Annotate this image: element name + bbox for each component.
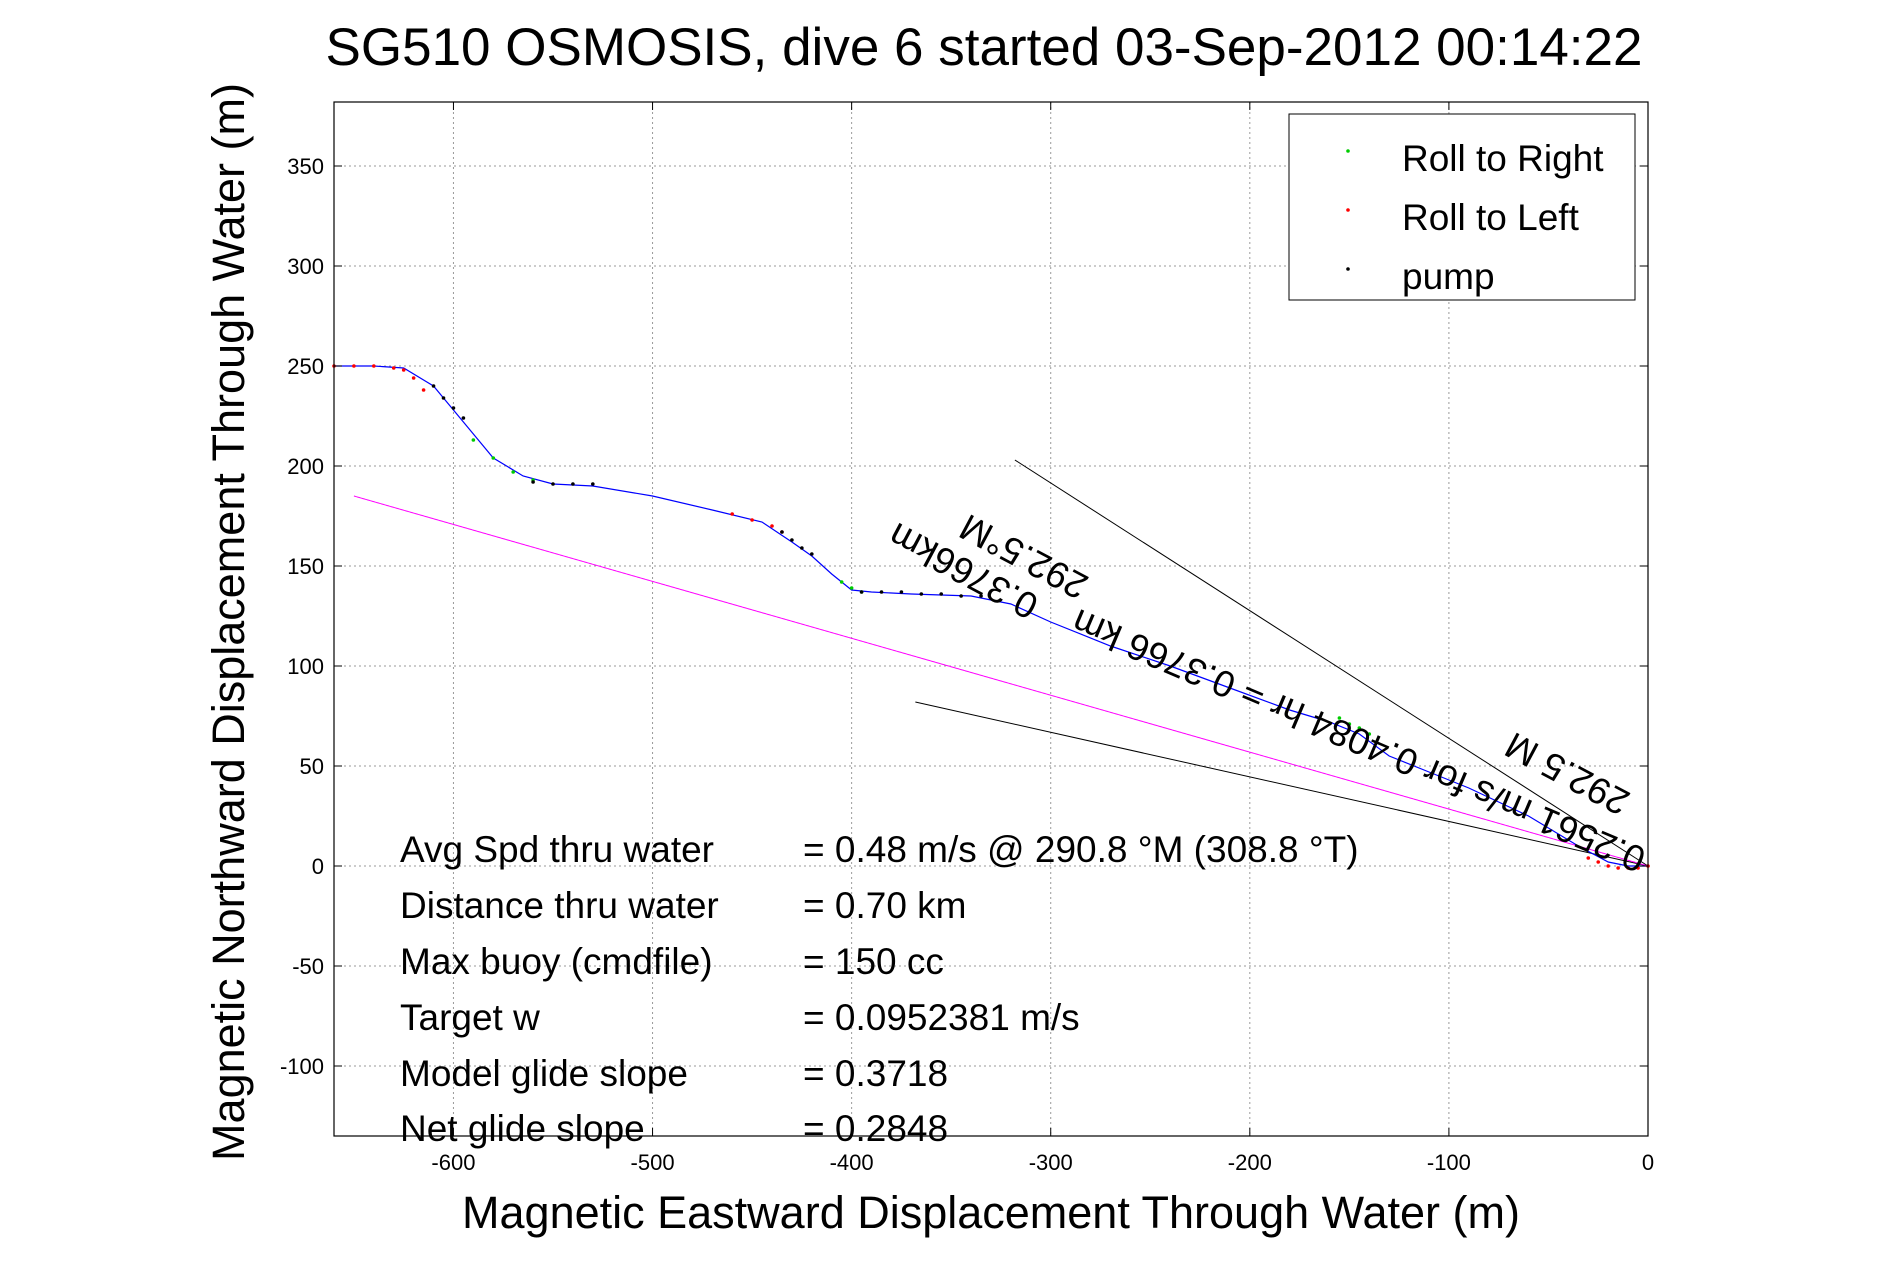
x-tick-label: -400 [830, 1150, 874, 1175]
stat-value-max-buoy: = 150 cc [803, 941, 944, 982]
y-axis-title: Magnetic Northward Displacement Through … [203, 83, 254, 1161]
roll-left-marker [770, 524, 774, 528]
roll-right-marker [839, 580, 844, 584]
legend-marker-roll-right [1346, 149, 1350, 153]
pump-marker [780, 530, 784, 534]
dive-stats: Avg Spd thru water = 0.48 m/s @ 290.8 °M… [400, 829, 1359, 1149]
stat-value-avg-speed: = 0.48 m/s @ 290.8 °M (308.8 °T) [803, 829, 1359, 870]
pump-marker [451, 406, 456, 410]
axis-ticks: -600 -500 -400 -300 -200 -100 0-100-5005010015… [280, 102, 1654, 1175]
roll-left-marker [1636, 866, 1640, 870]
stat-value-net-glide: = 0.2848 [803, 1108, 948, 1149]
pump-marker [591, 482, 595, 486]
x-tick-label: 0 [1642, 1150, 1654, 1175]
y-tick-label: 100 [287, 654, 324, 679]
roll-left-marker [730, 512, 734, 516]
x-tick-label: -200 [1228, 1150, 1272, 1175]
roll-left-marker [391, 366, 396, 370]
x-tick-label: -100 [1427, 1150, 1471, 1175]
x-tick-label: -300 [1029, 1150, 1073, 1175]
heading-line [915, 701, 1649, 867]
pump-marker [919, 592, 924, 596]
roll-right-marker [1367, 732, 1372, 736]
roll-left-marker [1606, 864, 1610, 868]
legend-label-roll-right: Roll to Right [1402, 138, 1604, 179]
stat-label-model-glide: Model glide slope [400, 1053, 688, 1094]
roll-right-marker [849, 586, 854, 590]
y-tick-label: -50 [292, 954, 324, 979]
pump-marker [571, 482, 575, 486]
roll-right-marker [1357, 726, 1362, 730]
pump-marker [461, 416, 466, 420]
y-tick-label: 300 [287, 254, 324, 279]
pump-marker [859, 590, 864, 594]
roll-right-marker [1337, 716, 1342, 720]
stat-label-distance: Distance thru water [400, 885, 719, 926]
pump-marker [531, 480, 535, 484]
roll-left-marker [372, 364, 376, 368]
stat-label-net-glide: Net glide slope [400, 1108, 645, 1149]
x-tick-label: -600 [431, 1150, 475, 1175]
x-tick-label: -500 [631, 1150, 675, 1175]
stat-label-target-w: Target w [400, 997, 540, 1038]
roll-right-marker [1347, 722, 1352, 726]
pump-marker [431, 384, 436, 388]
chart-title: SG510 OSMOSIS, dive 6 started 03-Sep-201… [326, 18, 1643, 77]
roll-left-marker [352, 364, 356, 368]
plot-area-border [333, 101, 1649, 1137]
legend-marker-pump [1346, 267, 1350, 271]
data-markers [332, 364, 1650, 870]
pump-marker [810, 552, 814, 556]
y-tick-label: -100 [280, 1054, 324, 1079]
roll-left-marker [1626, 866, 1630, 870]
x-axis-title: Magnetic Eastward Displacement Through W… [462, 1187, 1520, 1238]
roll-left-marker [1596, 860, 1601, 864]
legend-marker-roll-left [1346, 208, 1350, 212]
pump-marker [551, 482, 555, 486]
roll-right-marker [471, 438, 476, 442]
pump-marker [879, 590, 884, 594]
stat-label-max-buoy: Max buoy (cmdfile) [400, 941, 713, 982]
y-tick-label: 50 [300, 754, 324, 779]
pump-marker [979, 594, 983, 598]
pump-marker [959, 594, 963, 598]
pump-marker [441, 396, 446, 400]
roll-left-marker [1616, 866, 1620, 870]
y-tick-label: 0 [312, 854, 324, 879]
pump-marker [939, 592, 944, 596]
rhumb-line [353, 495, 1649, 867]
y-tick-label: 350 [287, 154, 324, 179]
stat-value-distance: = 0.70 km [803, 885, 967, 926]
roll-left-marker [1586, 856, 1591, 860]
stat-value-model-glide: = 0.3718 [803, 1053, 948, 1094]
y-tick-label: 150 [287, 554, 324, 579]
pump-marker [800, 546, 804, 550]
roll-left-marker [401, 368, 406, 372]
legend: Roll to Right Roll to Left pump [1288, 113, 1636, 301]
heading-line [1014, 459, 1649, 867]
roll-left-marker [411, 376, 416, 380]
roll-right-marker [491, 456, 496, 460]
y-tick-label: 200 [287, 454, 324, 479]
roll-left-marker [750, 518, 754, 522]
glider-track-line [334, 365, 1648, 867]
y-tick-label: 250 [287, 354, 324, 379]
stat-value-target-w: = 0.0952381 m/s [803, 997, 1080, 1038]
legend-label-pump: pump [1402, 256, 1495, 297]
legend-label-roll-left: Roll to Left [1402, 197, 1580, 238]
pump-marker [790, 538, 794, 542]
data-series [334, 365, 1649, 867]
stat-label-avg-speed: Avg Spd thru water [400, 829, 714, 870]
roll-left-marker [421, 388, 426, 392]
pump-marker [899, 590, 904, 594]
roll-right-marker [511, 470, 515, 474]
